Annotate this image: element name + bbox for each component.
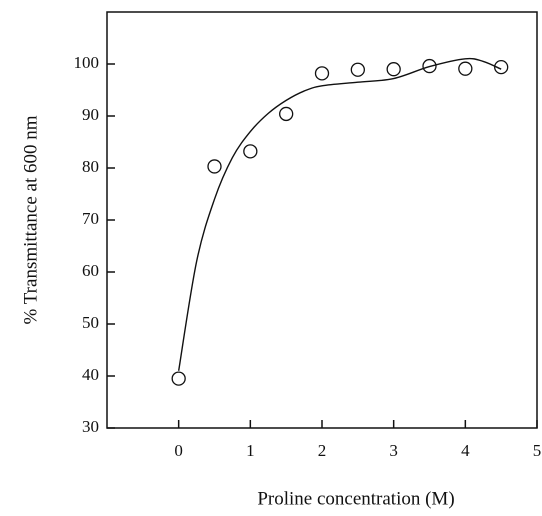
data-point [494, 59, 509, 75]
x-tick-label: 3 [389, 441, 398, 460]
data-point [171, 371, 186, 386]
data-point [207, 159, 222, 174]
y-tick-label: 40 [82, 365, 99, 384]
y-tick-label: 50 [82, 313, 99, 332]
y-tick-label: 100 [74, 53, 100, 72]
y-tick-label: 60 [82, 261, 99, 280]
data-point [386, 62, 401, 77]
fit-curve [177, 57, 502, 371]
data-point [314, 66, 330, 81]
y-axis-label: % Transmittance at 600 nm [20, 115, 41, 324]
y-tick-label: 80 [82, 157, 99, 176]
x-tick-label: 1 [246, 441, 255, 460]
data-point [458, 61, 473, 76]
y-tick-label: 70 [82, 209, 99, 228]
y-tick-label: 90 [82, 105, 99, 124]
y-tick-label: 30 [82, 417, 99, 436]
x-tick-label: 2 [318, 441, 327, 460]
x-tick-label: 0 [174, 441, 183, 460]
x-tick-label: 5 [533, 441, 542, 460]
x-axis-label: Proline concentration (M) [257, 488, 454, 509]
data-point [279, 106, 294, 122]
x-tick-label: 4 [461, 441, 470, 460]
data-point [243, 144, 258, 159]
data-point [350, 62, 365, 77]
